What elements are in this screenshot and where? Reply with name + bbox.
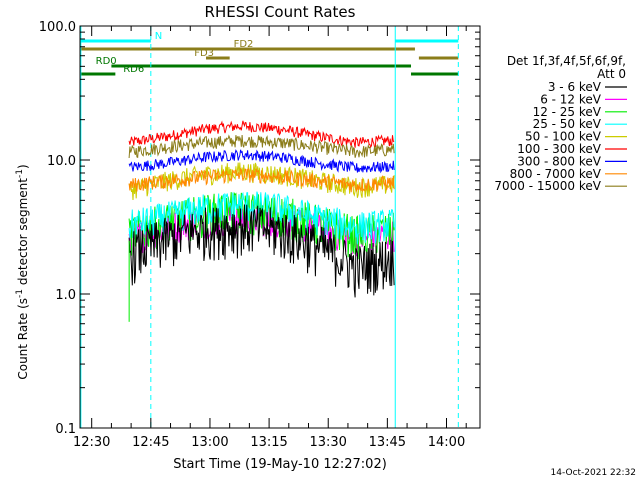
y-tick-label: 10.0: [47, 154, 76, 169]
x-tick-label: 13:00: [191, 435, 228, 450]
series-line: [128, 134, 395, 159]
series-lines: [128, 120, 395, 322]
legend-entry-label: 6 - 12 keV: [540, 92, 602, 106]
y-axis-label-superscript: -1: [15, 289, 25, 298]
legend-entry-label: 7000 - 15000 keV: [494, 179, 601, 193]
series-line: [128, 120, 395, 149]
x-axis-label: Start Time (19-May-10 12:27:02): [173, 457, 387, 472]
y-axis-label-superscript: -1: [15, 169, 25, 178]
flag-label-fd3: FD3: [194, 48, 214, 59]
legend-entry-label: 25 - 50 keV: [533, 117, 602, 131]
y-axis-label-part: Count Rate (s: [16, 298, 30, 380]
x-tick-label: 12:30: [73, 435, 110, 450]
plot-frame: [79, 25, 481, 429]
flag-label-fd2: FD2: [234, 39, 254, 50]
x-tick-label: 12:45: [132, 435, 169, 450]
y-tick-label: 1.0: [55, 288, 76, 303]
axis-ticks: 0.1 1.0 10.0 100.0 12:30 12:45 13:00 13:15 13:30…: [39, 20, 480, 450]
series-line: [128, 191, 395, 245]
y-tick-label: 0.1: [55, 422, 76, 437]
series-line: [128, 149, 395, 174]
legend-entry-label: 50 - 100 keV: [525, 130, 602, 144]
generation-timestamp: 14-Oct-2021 22:32: [551, 468, 636, 478]
y-axis-label: Count Rate (s-1 detector segment-1): [15, 164, 30, 379]
y-axis-label-part: detector segment: [16, 178, 30, 289]
x-tick-label: 13:45: [369, 435, 406, 450]
x-tick-label: 13:30: [309, 435, 346, 450]
y-tick-label: 100.0: [39, 20, 76, 35]
flag-label-rd6: RD6: [123, 64, 144, 75]
flag-bars: N FD2 FD3 RD0 RD6: [79, 31, 459, 76]
x-tick-label: 14:00: [428, 435, 465, 450]
flag-label-rd0: RD0: [96, 56, 117, 67]
legend-entry-label: 3 - 6 keV: [548, 80, 602, 94]
x-tick-label: 13:15: [250, 435, 287, 450]
legend-entry-label: 800 - 7000 keV: [510, 167, 602, 181]
legend-entry-label: 300 - 800 keV: [517, 154, 601, 168]
detector-header-line1: Det 1f,3f,4f,5f,6f,9f,: [507, 54, 626, 68]
series-line: [128, 167, 395, 193]
legend-entry-label: 100 - 300 keV: [517, 142, 601, 156]
vertical-markers: [80, 26, 459, 428]
flag-label-n: N: [155, 31, 162, 42]
detector-header-line2: Att 0: [597, 67, 626, 81]
y-axis-label-part: ): [16, 164, 30, 169]
chart-title: RHESSI Count Rates: [205, 3, 356, 21]
legend-entry-label: 12 - 25 keV: [533, 105, 602, 119]
series-line: [128, 204, 395, 298]
